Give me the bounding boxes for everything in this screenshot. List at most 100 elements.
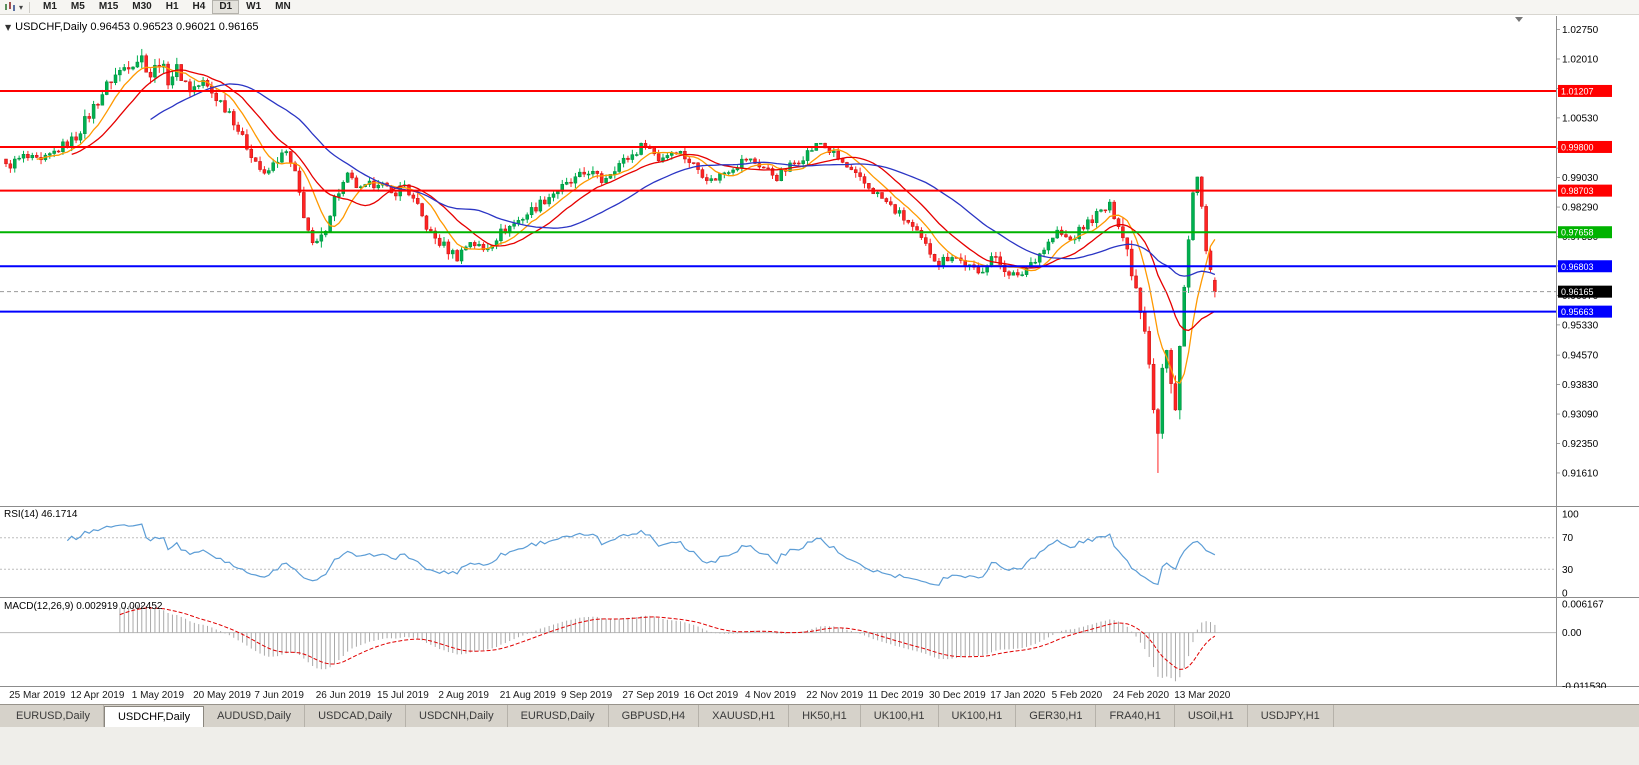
macd-bar — [772, 632, 773, 633]
macd-bar — [907, 632, 909, 650]
chart-tab-hk50-h1[interactable]: HK50,H1 — [789, 705, 861, 727]
candle-body — [91, 103, 96, 119]
candle-body — [862, 176, 867, 184]
candle-body — [148, 71, 153, 78]
chart-tab-uk100-h1[interactable]: UK100,H1 — [861, 705, 939, 727]
candle-body — [83, 116, 87, 134]
timeframe-button-w1[interactable]: W1 — [246, 1, 262, 12]
toolbar: ▾ M1 M5 M15 M30 H1 H4 D1 W1 MN — [0, 0, 1639, 15]
date-axis-label: 4 Nov 2019 — [744, 690, 797, 701]
timeframe-button-m1[interactable]: M1 — [43, 1, 57, 12]
macd-bar — [1100, 621, 1102, 633]
line-price-tag — [1558, 260, 1612, 273]
candle-body — [1055, 229, 1059, 239]
chart-tab-xauusd-h1[interactable]: XAUUSD,H1 — [699, 705, 790, 727]
candle-body — [569, 181, 573, 184]
macd-bar — [942, 632, 944, 660]
macd-bar — [1104, 620, 1106, 633]
chart-tab-usdjpy-h1[interactable]: USDJPY,H1 — [1248, 705, 1334, 727]
candle-body — [538, 199, 543, 212]
candle-body — [1068, 236, 1073, 241]
chart-tab-ger30-h1[interactable]: GER30,H1 — [1016, 705, 1097, 727]
date-axis-label: 11 Dec 2019 — [867, 690, 924, 701]
date-axis-label: 1 May 2019 — [131, 690, 185, 701]
candle-body — [1099, 209, 1103, 212]
symbol-dropdown-icon[interactable]: ▼ — [5, 23, 12, 32]
macd-bar — [189, 621, 191, 633]
timeframe-button-m15[interactable]: M15 — [98, 1, 119, 12]
timeframe-button-h4[interactable]: H4 — [192, 1, 206, 12]
chart-tab-usoil-h1[interactable]: USOil,H1 — [1175, 705, 1248, 727]
macd-bar — [1008, 632, 1010, 650]
candle-body — [113, 74, 118, 84]
chart-tab-audusd-daily[interactable]: AUDUSD,Daily — [204, 705, 306, 727]
candle-body — [832, 150, 836, 153]
macd-bar — [1030, 632, 1032, 646]
macd-bar — [1012, 632, 1014, 649]
candle-body — [249, 148, 254, 158]
timeframe-button-d1[interactable]: D1 — [212, 0, 240, 14]
macd-bar — [408, 632, 410, 638]
candle-body — [17, 157, 21, 160]
candle-body — [1007, 271, 1011, 276]
macd-bar — [237, 632, 239, 641]
macd-bar — [347, 632, 349, 652]
candle-body — [1204, 206, 1208, 252]
candle-body — [262, 169, 267, 174]
macd-bar — [925, 632, 927, 654]
macd-bar — [447, 632, 449, 653]
macd-bar — [719, 632, 721, 634]
candle-body — [1037, 253, 1042, 263]
timeframe-button-mn[interactable]: MN — [275, 1, 291, 12]
timeframe-button-m5[interactable]: M5 — [70, 1, 85, 12]
candle-body — [1178, 345, 1182, 411]
macd-bar — [482, 632, 484, 651]
chart-tab-uk100-h1[interactable]: UK100,H1 — [939, 705, 1017, 727]
macd-bar — [644, 615, 646, 633]
chart-tab-gbpusd-h4[interactable]: GBPUSD,H4 — [609, 705, 700, 727]
chart-shift-marker-icon[interactable] — [1515, 17, 1523, 22]
chart-tab-usdchf-daily[interactable]: USDCHF,Daily — [103, 706, 205, 727]
dropdown-arrow-icon[interactable]: ▾ — [19, 2, 24, 12]
macd-bar — [1082, 626, 1084, 633]
macd-bar — [969, 632, 971, 657]
date-axis[interactable]: 25 Mar 2019 12 Apr 2019 1 May 2019 20 May 2… — [0, 688, 1556, 704]
macd-bar — [386, 632, 388, 639]
chart-tab-usdcnh-daily[interactable]: USDCNH,Daily — [406, 705, 508, 727]
candle-body — [1182, 286, 1186, 347]
candle-body — [245, 134, 249, 150]
rsi-line — [66, 523, 1216, 586]
macd-bar — [504, 632, 506, 644]
candle-body — [424, 215, 429, 230]
candle-body — [472, 242, 477, 247]
macd-bar — [1017, 632, 1019, 649]
candle-body — [284, 151, 289, 154]
candle-body — [521, 219, 525, 221]
pane-frame — [0, 16, 1639, 687]
chart-tab-fra40-h1[interactable]: FRA40,H1 — [1096, 705, 1175, 727]
candle-body — [258, 161, 262, 170]
chart-type-icon[interactable] — [4, 1, 17, 13]
chart-tab-eurusd-daily[interactable]: EURUSD,Daily — [508, 705, 609, 727]
timeframe-button-h1[interactable]: H1 — [165, 1, 179, 12]
candle-body — [109, 81, 113, 84]
date-axis-label: 9 Sep 2019 — [561, 690, 613, 701]
macd-bar — [964, 632, 966, 658]
candle-body — [1112, 201, 1116, 219]
macd-bar — [342, 632, 344, 656]
macd-bar — [513, 632, 515, 640]
candle-body — [1195, 176, 1200, 193]
price-axis: 1.027501.020101.012701.005300.997700.990… — [1556, 25, 1607, 688]
ma-line-34 — [150, 83, 1216, 277]
candle-body — [867, 183, 871, 189]
candle-body — [665, 155, 670, 159]
timeframe-button-m30[interactable]: M30 — [132, 1, 152, 12]
price-chart[interactable]: 1.027501.020101.012701.005300.997700.990… — [0, 16, 1639, 688]
candle-body — [288, 151, 293, 164]
chart-tab-usdcad-daily[interactable]: USDCAD,Daily — [305, 705, 407, 727]
macd-axis-label: 0.00 — [1562, 628, 1582, 639]
candle-body — [893, 204, 897, 214]
candle-body — [792, 162, 797, 165]
chart-tab-eurusd-daily[interactable]: EURUSD,Daily — [3, 705, 104, 727]
line-price-tag-label: 0.96803 — [1561, 262, 1594, 272]
